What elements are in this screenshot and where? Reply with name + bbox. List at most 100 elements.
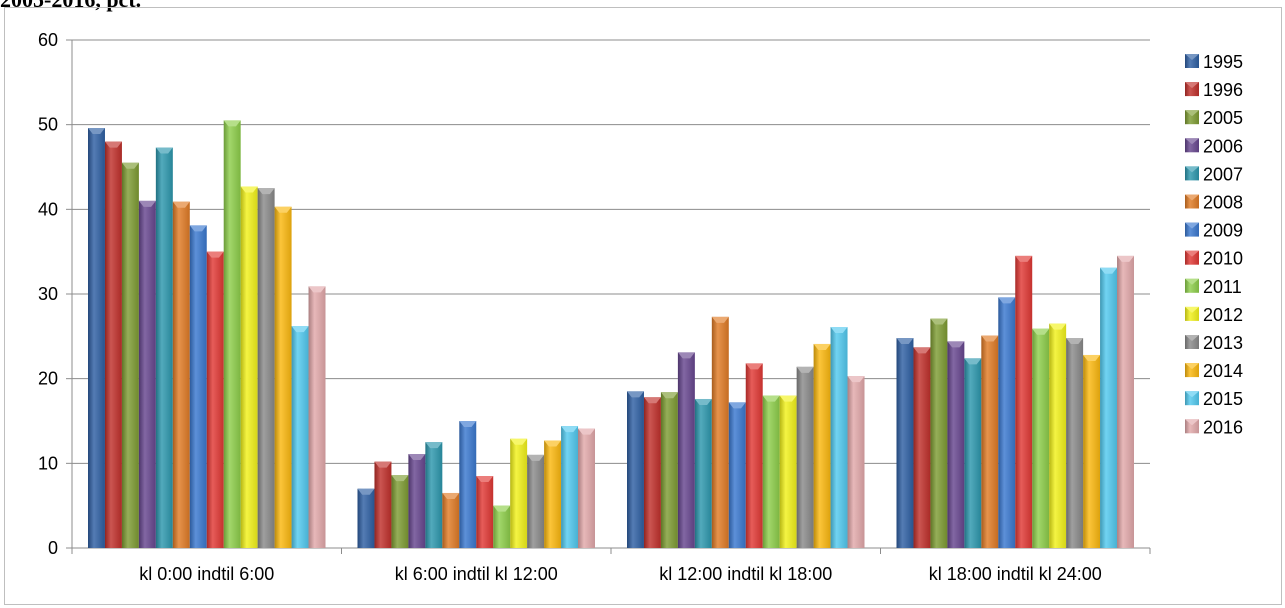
legend-swatch [1185, 391, 1199, 406]
bar-2008-3 [711, 316, 729, 548]
bar-1996-3 [643, 397, 661, 548]
legend-item-2010: 2010 [1185, 249, 1243, 269]
legend-label: 2016 [1203, 417, 1243, 437]
bar-2005-3 [660, 392, 678, 548]
bar-2009-1 [189, 225, 207, 549]
bar-1995-4 [896, 338, 914, 548]
legend-item-2009: 2009 [1185, 221, 1243, 241]
y-tick-label: 40 [38, 199, 58, 219]
bar-2014-4 [1083, 354, 1101, 548]
legend-label: 2015 [1203, 389, 1243, 409]
legend-swatch [1185, 363, 1199, 378]
bar-2016-1 [308, 286, 326, 548]
legend-swatch [1185, 54, 1199, 68]
legend-item-1995: 1995 [1185, 52, 1243, 72]
y-tick-label: 20 [38, 369, 58, 389]
legend-swatch [1185, 194, 1199, 209]
x-category-label: kl 18:00 indtil kl 24:00 [929, 564, 1102, 584]
legend-label: 2011 [1203, 277, 1242, 297]
bar-2014-1 [274, 206, 292, 548]
bar-2015-1 [291, 326, 309, 548]
legend-item-2008: 2008 [1185, 193, 1243, 213]
bar-2005-2 [391, 475, 409, 548]
legend-item-1996: 1996 [1185, 80, 1243, 100]
bar-2009-2 [459, 421, 477, 548]
legend-label: 2005 [1203, 108, 1243, 128]
legend-item-2012: 2012 [1185, 305, 1243, 325]
bars [88, 120, 1134, 549]
bar-2012-1 [240, 186, 258, 548]
legend-item-2011: 2011 [1185, 277, 1242, 297]
bar-1996-2 [374, 461, 392, 548]
bar-2012-2 [510, 438, 528, 548]
legend-label: 2006 [1203, 136, 1243, 156]
legend-label: 2009 [1203, 221, 1243, 241]
bar-2009-3 [728, 402, 746, 548]
bar-2007-2 [425, 442, 443, 548]
legend-swatch [1185, 419, 1199, 434]
bar-2015-4 [1100, 267, 1118, 548]
legend-item-2016: 2016 [1185, 417, 1243, 437]
bar-2010-4 [1015, 255, 1033, 548]
legend: 1995 1996 2005 2006 2007 2008 2009 2010 2011 2012… [1185, 52, 1243, 437]
bar-1995-2 [357, 488, 375, 548]
x-category-label: kl 6:00 indtil kl 12:00 [395, 564, 558, 584]
tick-labels: 0 10 20 30 40 50 60 kl 0:00 indtil 6:00 kl 6:00 … [38, 30, 1102, 584]
bar-2008-1 [172, 201, 190, 549]
bar-2005-4 [930, 318, 948, 548]
legend-swatch [1185, 222, 1199, 237]
bar-2014-2 [544, 440, 562, 548]
chart-frame [4, 7, 1282, 605]
y-tick-label: 0 [48, 538, 58, 558]
bar-2006-1 [138, 200, 156, 548]
legend-swatch [1185, 250, 1199, 265]
legend-swatch [1185, 110, 1199, 125]
legend-swatch [1185, 335, 1199, 349]
legend-item-2014: 2014 [1185, 361, 1243, 381]
bar-1996-4 [913, 347, 931, 548]
y-tick-label: 60 [38, 30, 58, 50]
bar-2005-1 [121, 162, 139, 548]
legend-item-2005: 2005 [1185, 108, 1243, 128]
bar-2015-3 [830, 327, 848, 548]
bar-2006-2 [408, 454, 426, 548]
bar-2009-4 [998, 297, 1016, 548]
legend-item-2013: 2013 [1185, 333, 1243, 353]
bar-2011-4 [1032, 328, 1050, 548]
bar-2013-1 [257, 188, 275, 548]
bar-2007-4 [964, 358, 982, 548]
bar-2011-2 [493, 505, 511, 548]
bar-2016-4 [1117, 255, 1134, 548]
bar-2016-2 [578, 428, 595, 548]
chart-title-fragment: 2005-2016, pct. [0, 0, 141, 13]
legend-item-2007: 2007 [1185, 164, 1243, 184]
legend-label: 2014 [1203, 361, 1243, 381]
legend-item-2006: 2006 [1185, 136, 1243, 156]
legend-label: 2012 [1203, 305, 1243, 325]
bar-2010-3 [745, 363, 763, 548]
x-category-label: kl 0:00 indtil 6:00 [139, 564, 274, 584]
bar-1996-1 [104, 141, 122, 548]
legend-swatch [1185, 82, 1199, 97]
bar-2011-1 [223, 120, 241, 548]
legend-label: 2008 [1203, 193, 1243, 213]
bar-2012-4 [1049, 323, 1067, 548]
bar-2016-3 [847, 376, 865, 548]
bar-2013-4 [1066, 338, 1084, 548]
legend-label: 2007 [1203, 164, 1243, 184]
bar-2008-2 [442, 492, 460, 548]
bar-2013-2 [527, 454, 545, 548]
bar-2010-1 [206, 251, 224, 548]
bar-2007-3 [694, 398, 712, 548]
bar-2011-3 [762, 395, 780, 548]
legend-label: 1995 [1203, 52, 1243, 72]
bar-1995-1 [88, 128, 105, 548]
legend-label: 2010 [1203, 249, 1243, 269]
bar-2013-3 [796, 366, 814, 548]
y-tick-label: 50 [38, 115, 58, 135]
x-category-label: kl 12:00 indtil kl 18:00 [659, 564, 832, 584]
bar-2006-3 [677, 352, 695, 548]
legend-swatch [1185, 278, 1199, 293]
legend-swatch [1185, 166, 1199, 181]
